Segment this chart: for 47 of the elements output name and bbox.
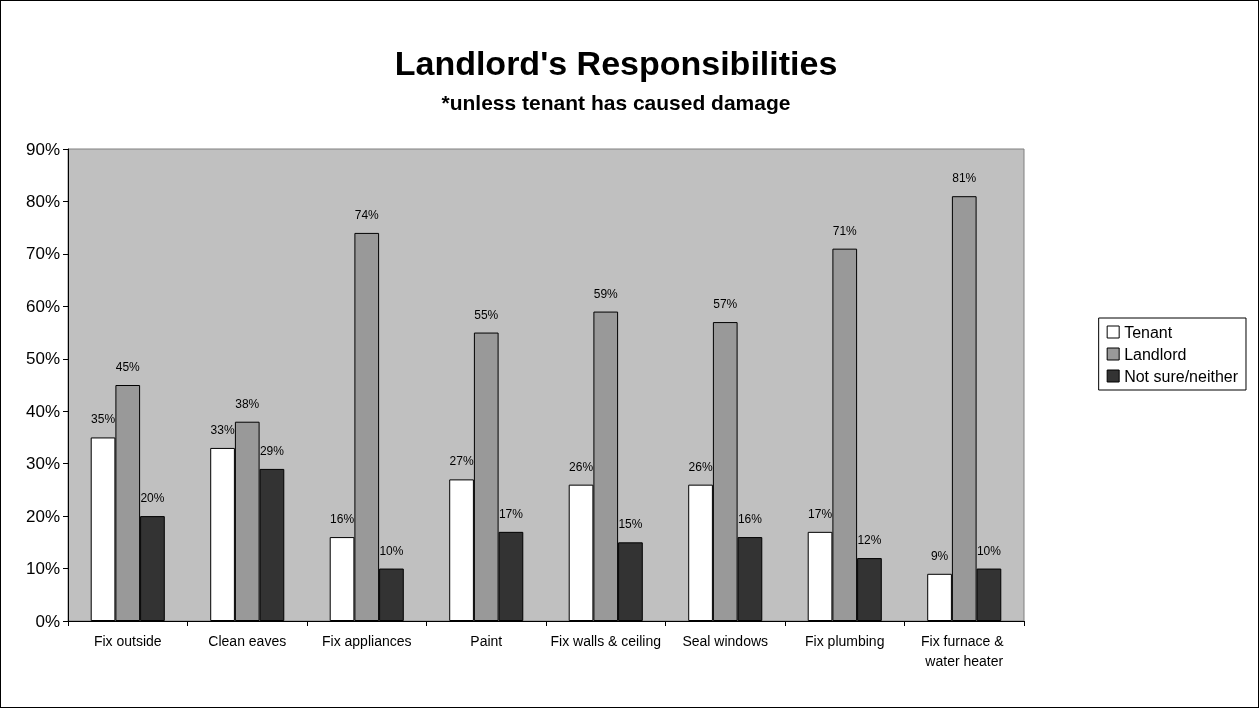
data-label: 20%	[140, 491, 165, 506]
data-label: 74%	[354, 207, 380, 222]
y-tick-label: 30%	[25, 454, 60, 474]
data-label: 26%	[569, 459, 594, 474]
x-tick-label: Fix plumbing	[805, 633, 885, 649]
data-label: 10%	[379, 543, 404, 558]
data-label: 17%	[498, 506, 524, 521]
data-label: 57%	[713, 297, 738, 312]
data-label: 10%	[976, 543, 1002, 558]
data-label: 12%	[857, 533, 882, 548]
x-tick-label: Seal windows	[682, 633, 769, 649]
y-tick-label: 40%	[25, 401, 60, 421]
y-tick-label: 50%	[25, 349, 60, 369]
data-label: 9%	[930, 548, 949, 563]
y-tick-label: 10%	[25, 559, 60, 579]
y-tick-label: 60%	[25, 296, 60, 316]
legend-label: Tenant	[1124, 323, 1173, 341]
data-label: 35%	[91, 412, 116, 427]
x-tick-label: Fix appliances	[322, 633, 412, 649]
x-tick-label: Fix furnace & water heater	[921, 633, 1008, 669]
legend-label: Not sure/neither	[1124, 367, 1239, 385]
y-tick-label: 80%	[25, 191, 60, 211]
x-tick-label: Paint	[470, 633, 503, 649]
data-label: 17%	[808, 506, 833, 521]
y-tick-label: 20%	[25, 506, 60, 526]
data-label: 33%	[210, 422, 235, 437]
data-label: 16%	[330, 512, 355, 527]
x-tick-label: Clean eaves	[208, 633, 287, 649]
data-label: 59%	[593, 286, 619, 301]
data-label: 26%	[688, 459, 713, 474]
data-label: 38%	[235, 396, 260, 411]
data-label: 81%	[952, 171, 977, 186]
y-tick-label: 90%	[25, 139, 60, 159]
legend-label: Landlord	[1124, 345, 1187, 363]
x-tick-label: Fix walls & ceiling	[550, 633, 661, 649]
chart-subtitle: *unless tenant has caused damage	[441, 91, 791, 114]
chart-title: Landlord's Responsibilities	[394, 44, 838, 82]
data-label: 29%	[259, 443, 285, 458]
y-tick-label: 0%	[35, 611, 60, 631]
data-label: 16%	[737, 512, 763, 527]
data-label: 55%	[474, 307, 499, 322]
data-label: 15%	[618, 517, 643, 532]
data-label: 27%	[449, 454, 474, 469]
data-label: 71%	[832, 223, 858, 238]
y-tick-label: 70%	[25, 244, 60, 264]
x-tick-label: Fix outside	[93, 633, 162, 649]
data-label: 45%	[115, 360, 141, 374]
